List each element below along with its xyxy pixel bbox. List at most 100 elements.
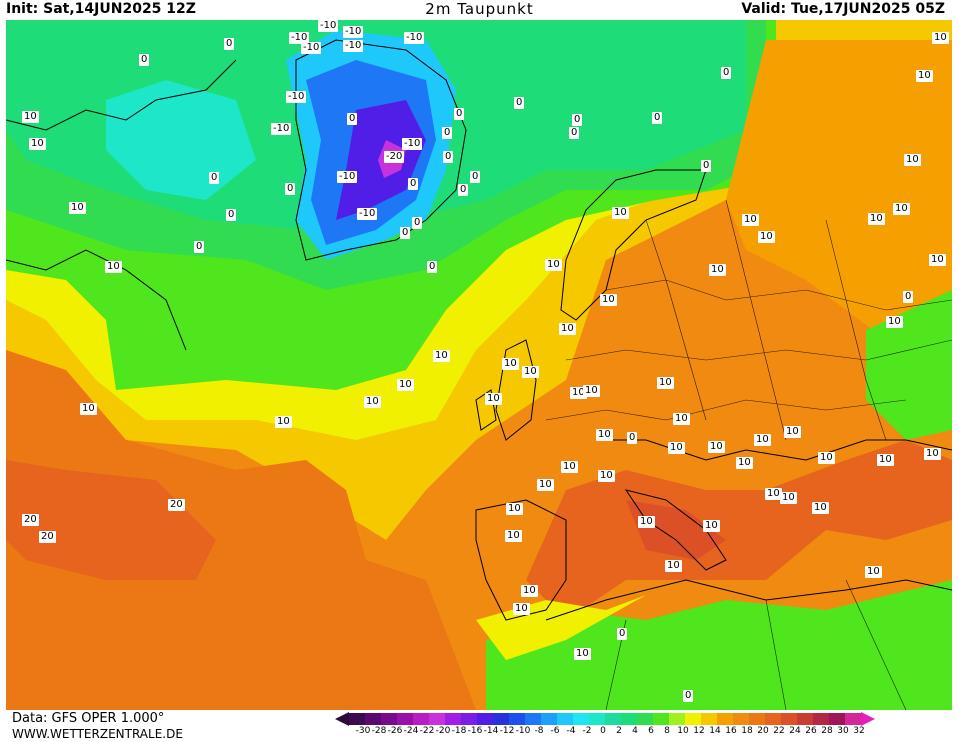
- contour-label: 10: [275, 416, 292, 428]
- contour-label: 20: [22, 514, 39, 526]
- field-med-hotter: [626, 500, 726, 560]
- contour-label: 0: [572, 114, 583, 126]
- contour-label: 10: [69, 202, 86, 214]
- contour-label: 10: [904, 154, 921, 166]
- coastlines: [6, 39, 952, 621]
- init-time-label: Init: Sat,14JUN2025 12Z: [6, 1, 196, 17]
- contour-label: 0: [400, 227, 411, 239]
- contour-label: 0: [458, 184, 469, 196]
- contour-label: -10: [404, 32, 425, 44]
- contour-label: 0: [194, 241, 205, 253]
- legend-tick: -6: [550, 726, 560, 736]
- contour-label: 10: [758, 231, 775, 243]
- contour-label: 10: [703, 520, 720, 532]
- contour-label: 0: [412, 217, 423, 229]
- contour-label: 10: [570, 387, 587, 399]
- legend-tick: 32: [853, 726, 865, 736]
- contour-label: 10: [916, 70, 933, 82]
- contour-label: 0: [627, 432, 638, 444]
- contour-label: 0: [209, 172, 220, 184]
- contour-label: 10: [612, 207, 629, 219]
- contour-label: 10: [638, 516, 655, 528]
- contour-label: 10: [736, 457, 753, 469]
- legend-tick: -20: [435, 726, 451, 736]
- contour-label: 10: [865, 566, 882, 578]
- legend-tick: -28: [371, 726, 387, 736]
- contour-label: 10: [583, 385, 600, 397]
- legend-tick: 10: [677, 726, 689, 736]
- legend-tick: 24: [789, 726, 801, 736]
- legend-low-arrow: [335, 712, 349, 726]
- legend-swatch: [381, 713, 397, 725]
- field-warm-west: [6, 350, 476, 710]
- contour-label: 10: [765, 488, 782, 500]
- legend-tick: 22: [773, 726, 785, 736]
- legend-tick: -2: [582, 726, 592, 736]
- legend-swatch: [461, 713, 477, 725]
- legend-swatch: [493, 713, 509, 725]
- legend-swatch: [669, 713, 685, 725]
- contour-label: 0: [442, 127, 453, 139]
- legend-tick: 26: [805, 726, 817, 736]
- contour-label: -10: [289, 32, 310, 44]
- contour-label: 10: [545, 259, 562, 271]
- legend-swatch: [509, 713, 525, 725]
- contour-label: 10: [812, 502, 829, 514]
- legend-tick: 30: [837, 726, 849, 736]
- contour-label: 10: [433, 350, 450, 362]
- contour-label: 10: [485, 393, 502, 405]
- color-legend: -30 -28 -26 -24 -22 -20 -18 -16 -14 -12 -10 -8 -6 -4-…: [335, 712, 957, 742]
- contour-label: 0: [569, 127, 580, 139]
- legend-tick: -14: [483, 726, 499, 736]
- legend-swatch: [797, 713, 813, 725]
- contour-label: 10: [502, 358, 519, 370]
- contour-label: 0: [454, 108, 465, 120]
- contour-label: -10: [318, 20, 339, 32]
- map-footer: Data: GFS OPER 1.000° WWW.WETTERZENTRALE…: [0, 710, 959, 741]
- legend-tick: 12: [693, 726, 705, 736]
- contour-label: -20: [384, 151, 405, 163]
- contour-label: 10: [574, 648, 591, 660]
- legend-tick: -8: [534, 726, 544, 736]
- contour-label: 10: [105, 261, 122, 273]
- contour-label: 10: [924, 448, 941, 460]
- data-source-label: Data: GFS OPER 1.000°: [12, 711, 165, 726]
- contour-label: -10: [343, 26, 364, 38]
- field-africa-green: [486, 580, 952, 710]
- website-url[interactable]: WWW.WETTERZENTRALE.DE: [12, 727, 183, 741]
- contour-label: 10: [80, 403, 97, 415]
- contour-label: -10: [343, 40, 364, 52]
- legend-tick: 2: [616, 726, 622, 736]
- contour-label: 10: [784, 426, 801, 438]
- contour-label: 10: [561, 461, 578, 473]
- legend-swatch: [605, 713, 621, 725]
- contour-label: 10: [29, 138, 46, 150]
- contour-label: 0: [617, 628, 628, 640]
- legend-tick: -4: [566, 726, 576, 736]
- legend-swatch: [589, 713, 605, 725]
- legend-tick: 20: [757, 726, 769, 736]
- contour-label: 0: [443, 151, 454, 163]
- contour-label: -10: [301, 42, 322, 54]
- legend-high-arrow: [861, 712, 875, 726]
- legend-swatch: [525, 713, 541, 725]
- legend-swatch: [765, 713, 781, 725]
- field-hot-west: [6, 460, 216, 580]
- contour-label: 10: [559, 323, 576, 335]
- contour-label: 0: [652, 112, 663, 124]
- contour-label: 10: [818, 452, 835, 464]
- contour-label: 0: [285, 183, 296, 195]
- field-med-hot: [526, 440, 952, 620]
- contour-label: 0: [226, 209, 237, 221]
- contour-label: 20: [39, 531, 56, 543]
- legend-tick: -30: [355, 726, 371, 736]
- valid-time-label: Valid: Tue,17JUN2025 05Z: [741, 1, 945, 17]
- contour-label: 10: [600, 294, 617, 306]
- legend-bar: [335, 712, 875, 726]
- legend-swatch: [637, 713, 653, 725]
- legend-swatch: [429, 713, 445, 725]
- contour-label: 10: [780, 492, 797, 504]
- legend-swatch: [573, 713, 589, 725]
- contour-label: -10: [402, 138, 423, 150]
- contour-label: 10: [521, 585, 538, 597]
